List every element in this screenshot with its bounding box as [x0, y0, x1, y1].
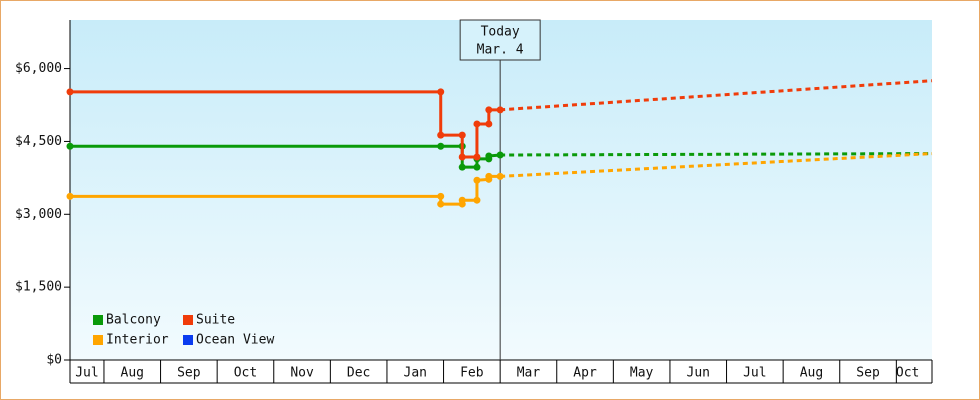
plot-background — [70, 20, 932, 360]
x-tick-label: Sep — [856, 366, 880, 381]
x-tick-label: Jan — [404, 366, 427, 381]
point — [485, 106, 493, 114]
legend-swatch — [93, 335, 103, 345]
legend-label: Ocean View — [196, 333, 274, 348]
x-tick-label: Apr — [573, 366, 597, 381]
point — [485, 120, 493, 128]
point — [485, 152, 493, 160]
forecast-line — [500, 79, 933, 112]
point — [437, 200, 445, 208]
point — [437, 88, 445, 96]
legend-label: Interior — [106, 333, 169, 348]
series-line — [70, 90, 501, 159]
x-tick-label: Dec — [347, 366, 370, 381]
y-tick-label: $1,500 — [15, 280, 62, 295]
legend-label: Balcony — [106, 313, 161, 328]
legend-label: Suite — [196, 313, 235, 328]
x-tick-label: Jun — [687, 366, 710, 381]
y-tick-label: $3,000 — [15, 207, 62, 222]
today-label: Today — [481, 25, 520, 40]
point — [496, 172, 504, 180]
x-tick-label: Oct — [896, 366, 919, 381]
today-date: Mar. 4 — [477, 43, 524, 58]
point — [437, 142, 445, 150]
x-tick-label: Sep — [177, 366, 201, 381]
x-tick-label: Aug — [800, 366, 823, 381]
y-tick-label: $0 — [46, 353, 62, 368]
point — [473, 196, 481, 204]
point — [496, 151, 504, 159]
x-tick-label: May — [630, 366, 654, 381]
x-tick-label: Aug — [121, 366, 144, 381]
point — [473, 176, 481, 184]
today-box — [459, 19, 541, 61]
point — [66, 142, 74, 150]
legend-swatch — [183, 315, 193, 325]
point — [66, 88, 74, 96]
x-tick-label: Jul — [743, 366, 766, 381]
x-tick-label: Mar — [517, 366, 541, 381]
point — [458, 196, 466, 204]
point — [473, 163, 481, 171]
point — [473, 153, 481, 161]
x-tick-label: Jul — [75, 366, 98, 381]
point — [485, 172, 493, 180]
x-tick-label: Oct — [234, 366, 257, 381]
point — [437, 192, 445, 200]
y-tick-label: $6,000 — [15, 61, 62, 76]
legend-swatch — [183, 335, 193, 345]
forecast-line — [500, 152, 933, 178]
x-tick-label: Nov — [290, 366, 314, 381]
x-tick-label: Feb — [460, 366, 484, 381]
point — [473, 120, 481, 128]
point — [458, 131, 466, 139]
point — [66, 192, 74, 200]
legend-swatch — [93, 315, 103, 325]
point — [437, 131, 445, 139]
point — [458, 163, 466, 171]
point — [496, 106, 504, 114]
point — [458, 153, 466, 161]
y-tick-label: $4,500 — [15, 134, 62, 149]
